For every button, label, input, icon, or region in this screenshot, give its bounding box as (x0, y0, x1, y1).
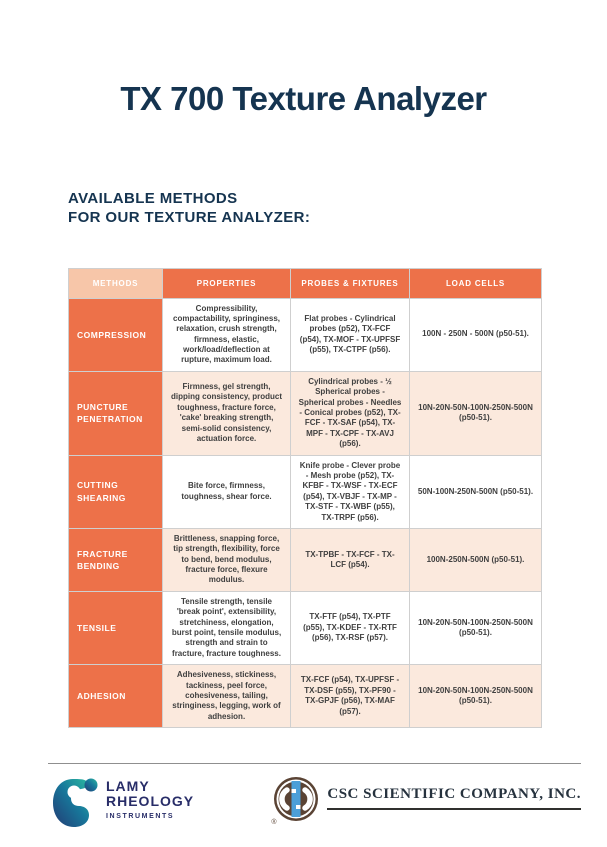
section-heading: AVAILABLE METHODS FOR OUR TEXTURE ANALYZ… (68, 190, 607, 228)
method-cell: ADHESION (68, 664, 163, 729)
properties-cell: Firmness, gel strength, dipping consiste… (162, 370, 291, 456)
page-footer: LAMY RHEOLOGY INSTRUMENTS (0, 763, 607, 830)
rheology-word: RHEOLOGY (106, 793, 195, 810)
table-row-adhesion: ADHESION Adhesiveness, stickiness, tacki… (68, 664, 542, 729)
probes-cell: TX-TPBF - TX-FCF - TX-LCF (p54). (290, 527, 410, 592)
properties-cell: Tensile strength, tensile 'break point',… (162, 590, 291, 666)
probes-cell: Cylindrical probes - ½ Spherical probes … (290, 370, 410, 456)
probes-cell: Knife probe - Clever probe - Mesh probe … (290, 454, 410, 529)
method-cell: FRACTURE BENDING (68, 527, 163, 592)
probes-cell: TX-FCF (p54), TX-UPFSF - TX-DSF (p55), T… (290, 664, 410, 729)
properties-cell: Compressibility, compactability, springi… (162, 297, 291, 372)
method-cell: TENSILE (68, 590, 163, 666)
csc-logo: ® CSC SCIENTIFIC COMPANY, INC. (271, 776, 607, 826)
lamy-rheology-logo: LAMY RHEOLOGY INSTRUMENTS (50, 776, 233, 830)
section-heading-line1: AVAILABLE METHODS (68, 190, 238, 207)
load-cells-cell: 10N-20N-50N-100N-250N-500N (p50-51). (409, 664, 542, 729)
column-header-methods: METHODS (68, 267, 163, 299)
lamy-logo-text: LAMY RHEOLOGY INSTRUMENTS (106, 778, 195, 820)
registered-trademark-symbol: ® (271, 819, 277, 826)
load-cells-cell: 100N - 250N - 500N (p50-51). (409, 297, 542, 372)
lamy-blob-icon (50, 776, 100, 830)
load-cells-cell: 100N-250N-500N (p50-51). (409, 527, 542, 592)
probes-cell: TX-FTF (p54), TX-PTF (p55), TX-KDEF - TX… (290, 590, 410, 666)
lamy-word: LAMY (106, 778, 150, 794)
table-row-fracture-bending: FRACTURE BENDING Brittleness, snapping f… (68, 527, 542, 592)
footer-divider (48, 763, 581, 764)
load-cells-cell: 50N-100N-250N-500N (p50-51). (409, 454, 542, 529)
instruments-word: INSTRUMENTS (106, 812, 175, 820)
section-heading-line2: FOR OUR TEXTURE ANALYZER: (68, 208, 311, 226)
methods-table: METHODS PROPERTIES PROBES & FIXTURES LOA… (68, 267, 542, 729)
page-title: TX 700 Texture Analyzer (120, 80, 487, 117)
load-cells-cell: 10N-20N-50N-100N-250N-500N (p50-51). (409, 590, 542, 666)
method-cell: PUNCTURE PENETRATION (68, 370, 163, 456)
csc-company-name: CSC SCIENTIFIC COMPANY, INC. (327, 786, 581, 810)
table-header-row: METHODS PROPERTIES PROBES & FIXTURES LOA… (68, 267, 542, 299)
column-header-properties: PROPERTIES (162, 267, 291, 299)
method-cell: CUTTING SHEARING (68, 454, 163, 529)
properties-cell: Brittleness, snapping force, tip strengt… (162, 527, 291, 592)
table-row-puncture-penetration: PUNCTURE PENETRATION Firmness, gel stren… (68, 370, 542, 456)
table-row-cutting-shearing: CUTTING SHEARING Bite force, firmness, t… (68, 454, 542, 529)
csc-emblem-icon: ® (271, 776, 319, 826)
properties-cell: Bite force, firmness, toughness, shear f… (162, 454, 291, 529)
probes-cell: Flat probes - Cylindrical probes (p52), … (290, 297, 410, 372)
column-header-load-cells: LOAD CELLS (409, 267, 542, 299)
table-row-tensile: TENSILE Tensile strength, tensile 'break… (68, 590, 542, 666)
properties-cell: Adhesiveness, stickiness, tackiness, pee… (162, 664, 291, 729)
method-cell: COMPRESSION (68, 297, 163, 372)
column-header-probes-fixtures: PROBES & FIXTURES (290, 267, 410, 299)
load-cells-cell: 10N-20N-50N-100N-250N-500N (p50-51). (409, 370, 542, 456)
table-row-compression: COMPRESSION Compressibility, compactabil… (68, 297, 542, 372)
